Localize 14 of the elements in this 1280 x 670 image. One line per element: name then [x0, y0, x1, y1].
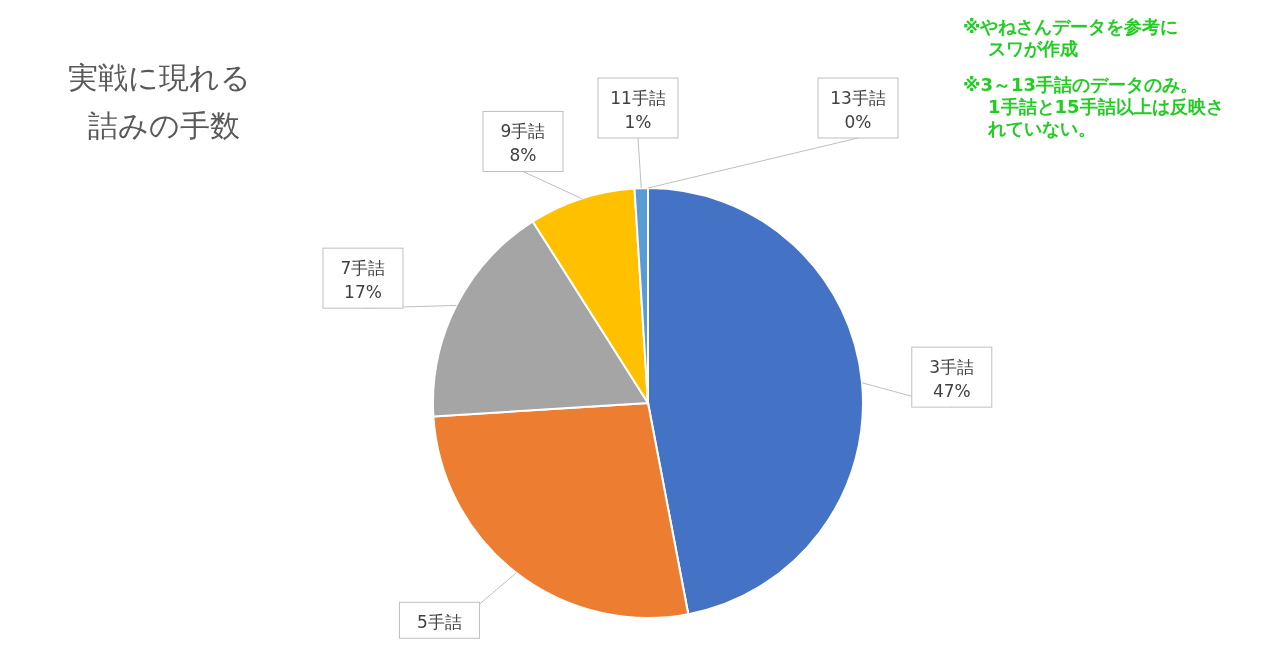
slice-label: 9手詰: [500, 121, 546, 142]
text: ※3～13手詰のデータのみ。1手詰と15手詰以上は反映されていない。: [963, 74, 1224, 139]
text: ※やねさんデータを参考にスワが作成: [963, 16, 1179, 59]
data-label: 8%: [509, 145, 537, 166]
slice-label: 3手詰: [929, 357, 975, 378]
category-label: 13手詰: [830, 88, 886, 108]
slice-label: 5手詰: [417, 612, 462, 633]
slice-label: 7手詰: [340, 258, 386, 279]
data-label: 1%: [624, 112, 652, 132]
data-label: 17%: [344, 282, 382, 303]
chart-title: 実戦に現れる詰みの手数: [68, 60, 251, 143]
text: 0%: [844, 112, 872, 132]
data-label: 47%: [932, 381, 971, 402]
slice-label: 11手詰: [610, 88, 666, 108]
